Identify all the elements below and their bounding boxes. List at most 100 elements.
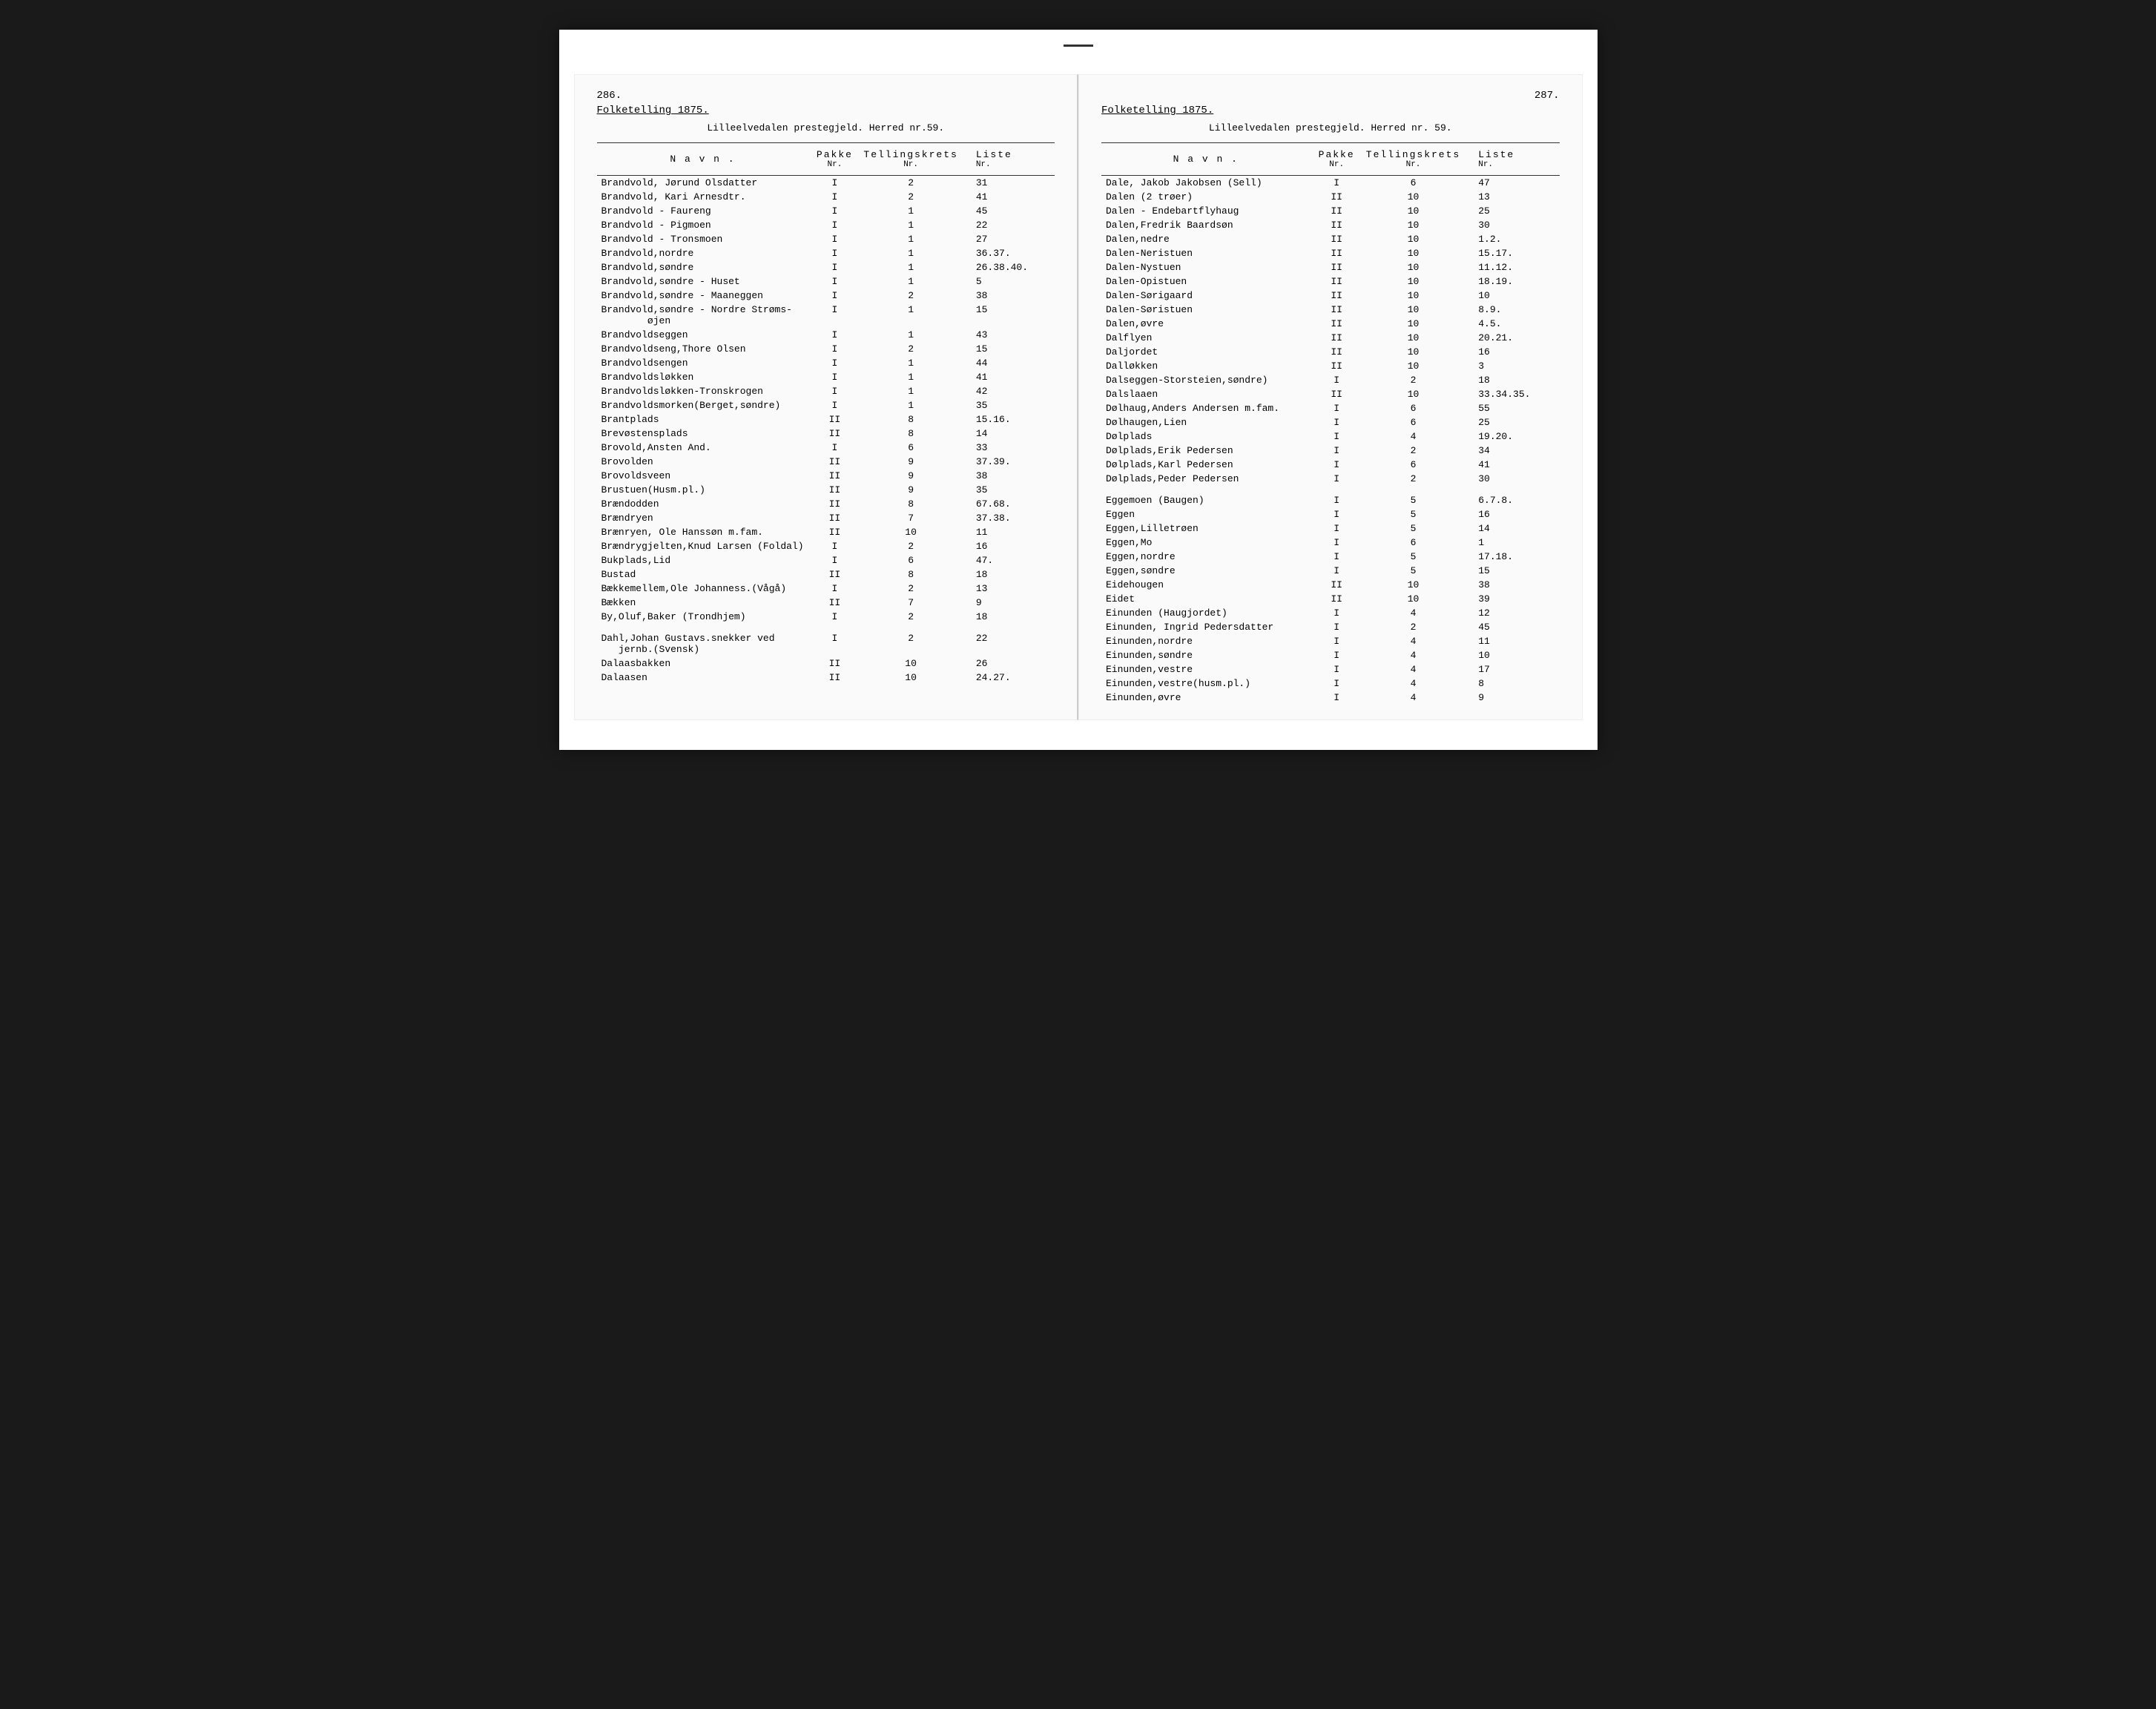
cell-navn: Brandvold - Pigmoen — [597, 218, 809, 232]
cell-tellings: 1 — [860, 398, 960, 412]
cell-pakke: II — [1311, 260, 1363, 274]
cell-liste: 24.27. — [961, 671, 1055, 685]
table-row: Dalen-NystuenII1011.12. — [1101, 260, 1560, 274]
cell-navn: Brovoldsveen — [597, 469, 809, 483]
cell-liste: 25 — [1463, 415, 1559, 429]
header-liste: Liste Nr. — [961, 143, 1055, 176]
header-pakke: Pakke Nr. — [808, 143, 860, 176]
cell-liste: 38 — [961, 289, 1055, 303]
cell-liste: 35 — [961, 398, 1055, 412]
cell-tellings: 8 — [860, 497, 960, 511]
table-row: Brandvold,søndreI126.38.40. — [597, 260, 1055, 274]
cell-pakke: II — [1311, 190, 1363, 204]
cell-tellings: 5 — [1363, 564, 1463, 578]
cell-tellings: 2 — [860, 610, 960, 624]
cell-tellings: 10 — [1363, 303, 1463, 317]
cell-liste: 38 — [961, 469, 1055, 483]
cell-liste: 67.68. — [961, 497, 1055, 511]
cell-navn: Bækkemellem,Ole Johanness.(Vågå) — [597, 582, 809, 596]
cell-liste: 17 — [1463, 662, 1559, 676]
cell-pakke: II — [1311, 289, 1363, 303]
cell-liste: 4.5. — [1463, 317, 1559, 331]
table-row: Bukplads,LidI647. — [597, 553, 1055, 567]
cell-pakke: II — [1311, 218, 1363, 232]
cell-pakke: I — [1311, 564, 1363, 578]
cell-tellings: 10 — [1363, 260, 1463, 274]
cell-navn: Dalslaaen — [1101, 387, 1311, 401]
header-pakke-label: Pakke — [817, 149, 853, 160]
cell-tellings: 10 — [1363, 190, 1463, 204]
cell-tellings: 1 — [860, 232, 960, 246]
cell-tellings: 9 — [860, 483, 960, 497]
cell-pakke: I — [808, 342, 860, 356]
cell-tellings: 10 — [1363, 246, 1463, 260]
table-row: DaljordetII1016 — [1101, 345, 1560, 359]
cell-tellings: 1 — [860, 246, 960, 260]
cell-liste: 15 — [1463, 564, 1559, 578]
cell-tellings: 8 — [860, 567, 960, 582]
cell-navn: Dalen-Neristuen — [1101, 246, 1311, 260]
table-row: Brovold,Ansten And.I633 — [597, 441, 1055, 455]
table-row: DalflyenII1020.21. — [1101, 331, 1560, 345]
cell-navn: Brandvold, Jørund Olsdatter — [597, 176, 809, 191]
table-row: Bækkemellem,Ole Johanness.(Vågå)I213 — [597, 582, 1055, 596]
table-row: EggenI516 — [1101, 507, 1560, 521]
cell-liste: 37.39. — [961, 455, 1055, 469]
cell-navn: Dahl,Johan Gustavs.snekker ved jernb.(Sv… — [597, 631, 809, 656]
table-row: Brustuen(Husm.pl.)II935 — [597, 483, 1055, 497]
cell-liste: 47 — [1463, 176, 1559, 191]
cell-navn: Brandvold - Faureng — [597, 204, 809, 218]
table-row: DalløkkenII103 — [1101, 359, 1560, 373]
table-row: BækkenII79 — [597, 596, 1055, 610]
header-liste-sub-r: Nr. — [1478, 160, 1556, 169]
table-row: Dalen-SørigaardII1010 — [1101, 289, 1560, 303]
table-row: Einunden,øvreI49 — [1101, 691, 1560, 705]
cell-tellings: 2 — [860, 176, 960, 191]
cell-navn: Brandvoldseggen — [597, 328, 809, 342]
cell-tellings: 1 — [860, 370, 960, 384]
cell-tellings: 10 — [1363, 204, 1463, 218]
cell-tellings: 10 — [1363, 359, 1463, 373]
cell-liste: 33.34.35. — [1463, 387, 1559, 401]
cell-pakke: I — [808, 204, 860, 218]
cell-liste: 55 — [1463, 401, 1559, 415]
right-census-title: Folketelling 1875. — [1101, 105, 1560, 116]
cell-pakke: I — [808, 260, 860, 274]
cell-pakke: II — [808, 427, 860, 441]
table-row: Brandvold - PigmoenI122 — [597, 218, 1055, 232]
cell-navn: Einunden,øvre — [1101, 691, 1311, 705]
cell-pakke: II — [808, 671, 860, 685]
cell-navn: Dalseggen-Storsteien,søndre) — [1101, 373, 1311, 387]
cell-tellings: 5 — [1363, 550, 1463, 564]
header-pakke-sub-r: Nr. — [1313, 160, 1360, 169]
header-liste-label: Liste — [976, 149, 1012, 160]
table-row: Dølplads,Erik PedersenI234 — [1101, 444, 1560, 458]
cell-pakke: II — [808, 412, 860, 427]
cell-navn: Brandvold - Tronsmoen — [597, 232, 809, 246]
table-row: Einunden, Ingrid PedersdatterI245 — [1101, 620, 1560, 634]
cell-tellings: 1 — [860, 274, 960, 289]
table-row: Brandvoldseng,Thore OlsenI215 — [597, 342, 1055, 356]
cell-pakke: II — [808, 596, 860, 610]
cell-pakke: I — [1311, 620, 1363, 634]
cell-liste: 13 — [1463, 190, 1559, 204]
cell-navn: Brændryen — [597, 511, 809, 525]
cell-navn: Dalen-Opistuen — [1101, 274, 1311, 289]
cell-pakke: I — [808, 289, 860, 303]
table-row: Dalen (2 trøer)II1013 — [1101, 190, 1560, 204]
cell-navn: Brandvoldseng,Thore Olsen — [597, 342, 809, 356]
table-row: BrovoldenII937.39. — [597, 455, 1055, 469]
cell-liste: 16 — [961, 539, 1055, 553]
cell-liste: 44 — [961, 356, 1055, 370]
cell-liste: 45 — [1463, 620, 1559, 634]
cell-tellings: 10 — [1363, 232, 1463, 246]
cell-tellings: 10 — [1363, 289, 1463, 303]
cell-navn: Brandvold,søndre - Maaneggen — [597, 289, 809, 303]
cell-liste: 36.37. — [961, 246, 1055, 260]
table-row: BrandvoldsengenI144 — [597, 356, 1055, 370]
cell-tellings: 4 — [1363, 691, 1463, 705]
cell-liste: 18 — [961, 610, 1055, 624]
cell-navn: Einunden,nordre — [1101, 634, 1311, 648]
cell-liste: 14 — [1463, 521, 1559, 536]
cell-pakke: II — [1311, 331, 1363, 345]
